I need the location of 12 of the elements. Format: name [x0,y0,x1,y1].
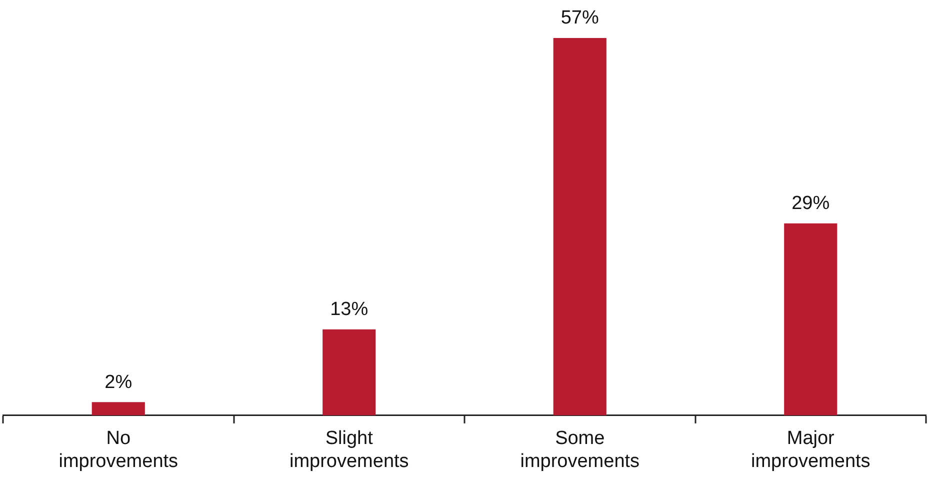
data-label: 13% [330,299,368,320]
x-tick-label: No improvements [58,428,178,472]
x-tick-label: Some improvements [520,428,640,472]
x-tick-label: Slight improvements [289,428,409,472]
bar [92,402,145,416]
data-label: 29% [792,193,830,214]
bar [784,223,838,416]
bar [553,38,606,416]
data-label: 57% [560,8,599,29]
data-label: 2% [104,372,132,393]
bar [322,329,376,416]
x-tick-label: Major improvements [750,428,870,472]
